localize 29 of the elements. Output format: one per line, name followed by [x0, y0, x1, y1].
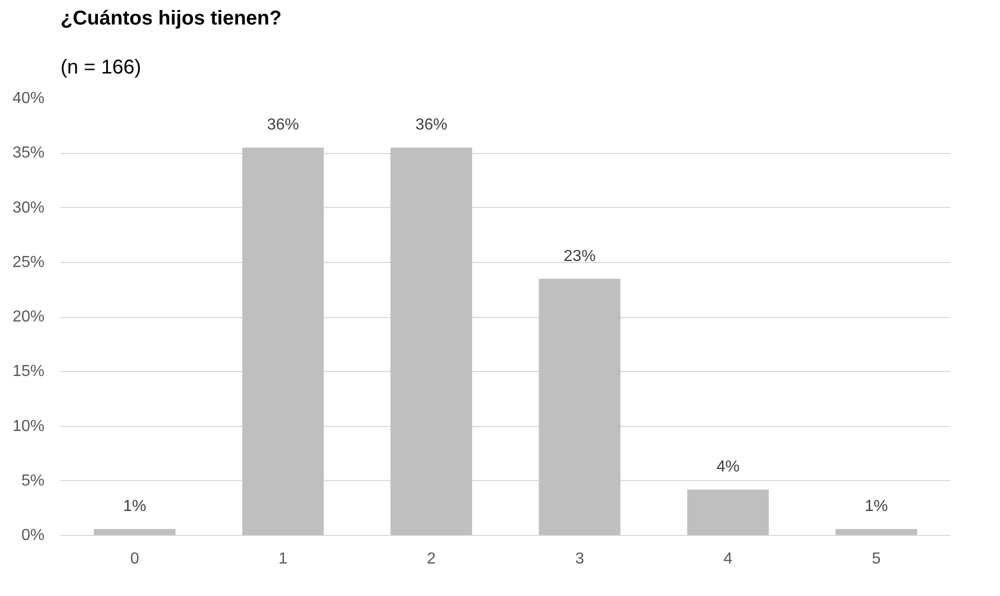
x-tick-label: 3	[575, 550, 584, 568]
chart-title: ¿Cuántos hijos tienen?	[60, 8, 282, 30]
bar	[538, 278, 620, 536]
y-tick-label: 25%	[12, 254, 45, 271]
data-label: 23%	[564, 248, 596, 265]
bar	[836, 528, 918, 536]
x-tick-label: 1	[278, 550, 288, 568]
data-label: 1%	[864, 498, 888, 515]
y-tick-label: 40%	[12, 90, 45, 107]
x-tick-label: 0	[130, 550, 140, 568]
data-label: 36%	[266, 116, 300, 134]
y-tick-label: 0%	[21, 527, 44, 544]
y-tick-label: 20%	[12, 308, 45, 326]
y-tick-label: 30%	[12, 199, 45, 216]
x-tick-label: 4	[724, 550, 733, 568]
x-tick-label: 5	[872, 550, 881, 568]
y-tick-label: 5%	[21, 472, 44, 490]
bar	[390, 148, 472, 536]
y-tick-label: 10%	[12, 418, 45, 435]
bar	[94, 528, 176, 536]
bar	[687, 490, 769, 536]
y-tick-label: 35%	[12, 144, 45, 162]
y-tick-label: 15%	[12, 363, 45, 380]
bar	[242, 148, 324, 536]
data-label: 1%	[123, 498, 146, 515]
x-tick-label: 2	[426, 550, 436, 568]
data-label: 36%	[415, 116, 448, 134]
chart-subtitle: (n = 166)	[60, 56, 142, 78]
data-label: 4%	[716, 458, 740, 476]
